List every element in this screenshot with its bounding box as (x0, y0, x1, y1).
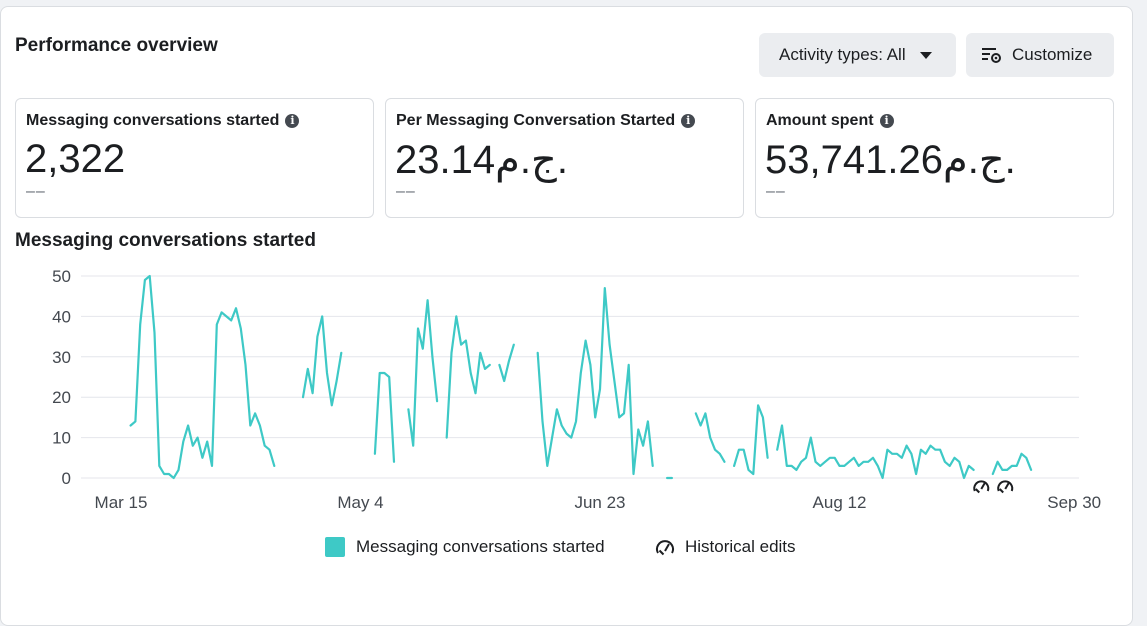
chart-title: Messaging conversations started (15, 230, 316, 251)
y-tick-label: 40 (52, 307, 71, 326)
y-tick-label: 20 (52, 388, 71, 407)
activity-types-dropdown[interactable]: Activity types: All (759, 33, 956, 77)
legend-item-historical-edits[interactable]: Historical edits (654, 537, 796, 557)
historical-edit-marker[interactable] (997, 480, 1014, 494)
y-tick-label: 30 (52, 348, 71, 367)
series-line (732, 404, 769, 476)
metric-value: 23.14ج.م. (395, 138, 568, 182)
metric-label: Amount spent (766, 112, 874, 129)
y-tick-label: 10 (52, 429, 71, 448)
metric-card-cost-per-conversation[interactable]: Per Messaging Conversation Started i 23.1… (385, 98, 744, 218)
series-line (373, 371, 396, 463)
series-line (445, 315, 491, 439)
series-line (776, 424, 975, 480)
metric-label-wrap: Per Messaging Conversation Started i (396, 112, 696, 130)
x-tick-label: Sep 30 (1047, 493, 1101, 512)
legend-series-label: Messaging conversations started (356, 537, 605, 556)
series-line (129, 274, 276, 480)
historical-edits-icon (656, 540, 674, 556)
legend-item-series[interactable]: Messaging conversations started (325, 537, 605, 557)
series-line (536, 287, 654, 476)
x-tick-label: Jun 23 (574, 493, 625, 512)
series-line (301, 315, 343, 407)
customize-icon (982, 48, 1001, 63)
series-line (498, 343, 515, 383)
historical-edit-marker[interactable] (973, 480, 990, 494)
info-icon[interactable]: i (285, 114, 300, 128)
metric-card-conversations[interactable]: Messaging conversations started i 2,322 –… (15, 98, 374, 218)
metric-delta: –– (26, 183, 46, 200)
metric-card-amount-spent[interactable]: Amount spent i 53,741.26ج.م. –– (755, 98, 1114, 218)
activity-types-label: Activity types: All (779, 45, 906, 64)
caret-down-icon (919, 51, 932, 59)
info-icon[interactable]: i (681, 114, 696, 128)
metric-label-wrap: Messaging conversations started i (26, 112, 300, 130)
metric-value: 53,741.26ج.م. (765, 138, 1016, 182)
metric-label: Per Messaging Conversation Started (396, 112, 676, 129)
y-tick-label: 0 (62, 469, 71, 488)
chart-legend: Messaging conversations started Historic… (1, 537, 1134, 561)
legend-swatch (325, 537, 345, 557)
metric-label: Messaging conversations started (26, 112, 280, 129)
info-icon[interactable]: i (879, 114, 894, 128)
customize-label: Customize (1012, 45, 1093, 64)
series-line (407, 299, 439, 447)
metric-delta: –– (396, 183, 416, 200)
x-tick-label: Aug 12 (813, 493, 867, 512)
metric-delta: –– (766, 183, 786, 200)
line-chart: 0 10 20 30 40 50 Mar 15 May 4 Jun 23 Aug 12 Sep 30 (52, 267, 1101, 512)
y-tick-label: 50 (52, 267, 71, 286)
x-tick-label: May 4 (337, 493, 383, 512)
customize-button[interactable]: Customize (966, 33, 1114, 77)
legend-edits-label: Historical edits (685, 537, 796, 556)
page-title: Performance overview (15, 35, 218, 56)
series-line (991, 452, 1033, 476)
x-tick-label: Mar 15 (95, 493, 148, 512)
metric-value: 2,322 (25, 137, 126, 181)
metric-label-wrap: Amount spent i (766, 112, 894, 130)
performance-card: Performance overview Activity types: All… (0, 6, 1133, 626)
series-line (694, 412, 726, 463)
